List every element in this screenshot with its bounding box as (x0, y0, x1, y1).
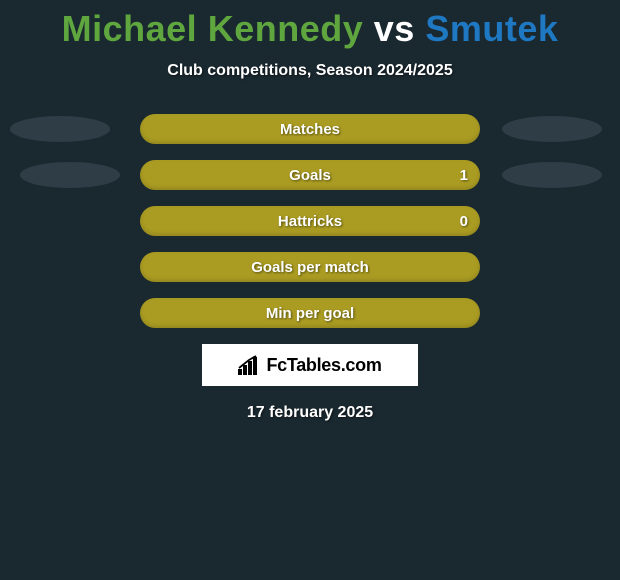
stat-label: Hattricks (278, 213, 342, 230)
stat-bar: Goals 1 (140, 160, 480, 190)
stat-label: Matches (280, 121, 340, 138)
vs-separator: vs (374, 8, 415, 49)
stat-bar: Min per goal (140, 298, 480, 328)
stat-row-hattricks: Hattricks 0 (0, 206, 620, 236)
subtitle: Club competitions, Season 2024/2025 (0, 62, 620, 80)
player1-name: Michael Kennedy (62, 8, 364, 49)
source-logo: FcTables.com (202, 344, 418, 386)
player2-name: Smutek (425, 8, 558, 49)
stats-chart: Matches Goals 1 Hattricks 0 Goals per ma… (0, 114, 620, 328)
player2-value-ellipse (502, 162, 602, 188)
logo-text: FcTables.com (266, 355, 381, 376)
stat-row-goals: Goals 1 (0, 160, 620, 190)
player1-value-ellipse (10, 116, 110, 142)
stat-label: Goals per match (251, 259, 369, 276)
stat-row-goals-per-match: Goals per match (0, 252, 620, 282)
bars-icon (238, 355, 262, 375)
comparison-title: Michael Kennedy vs Smutek (0, 0, 620, 50)
date-label: 17 february 2025 (0, 404, 620, 422)
player1-value-ellipse (20, 162, 120, 188)
stat-right-value: 1 (460, 167, 468, 184)
stat-bar: Matches (140, 114, 480, 144)
stat-bar: Goals per match (140, 252, 480, 282)
stat-row-matches: Matches (0, 114, 620, 144)
stat-right-value: 0 (460, 213, 468, 230)
stat-row-min-per-goal: Min per goal (0, 298, 620, 328)
stat-label: Min per goal (266, 305, 354, 322)
stat-bar: Hattricks 0 (140, 206, 480, 236)
stat-label: Goals (289, 167, 331, 184)
player2-value-ellipse (502, 116, 602, 142)
